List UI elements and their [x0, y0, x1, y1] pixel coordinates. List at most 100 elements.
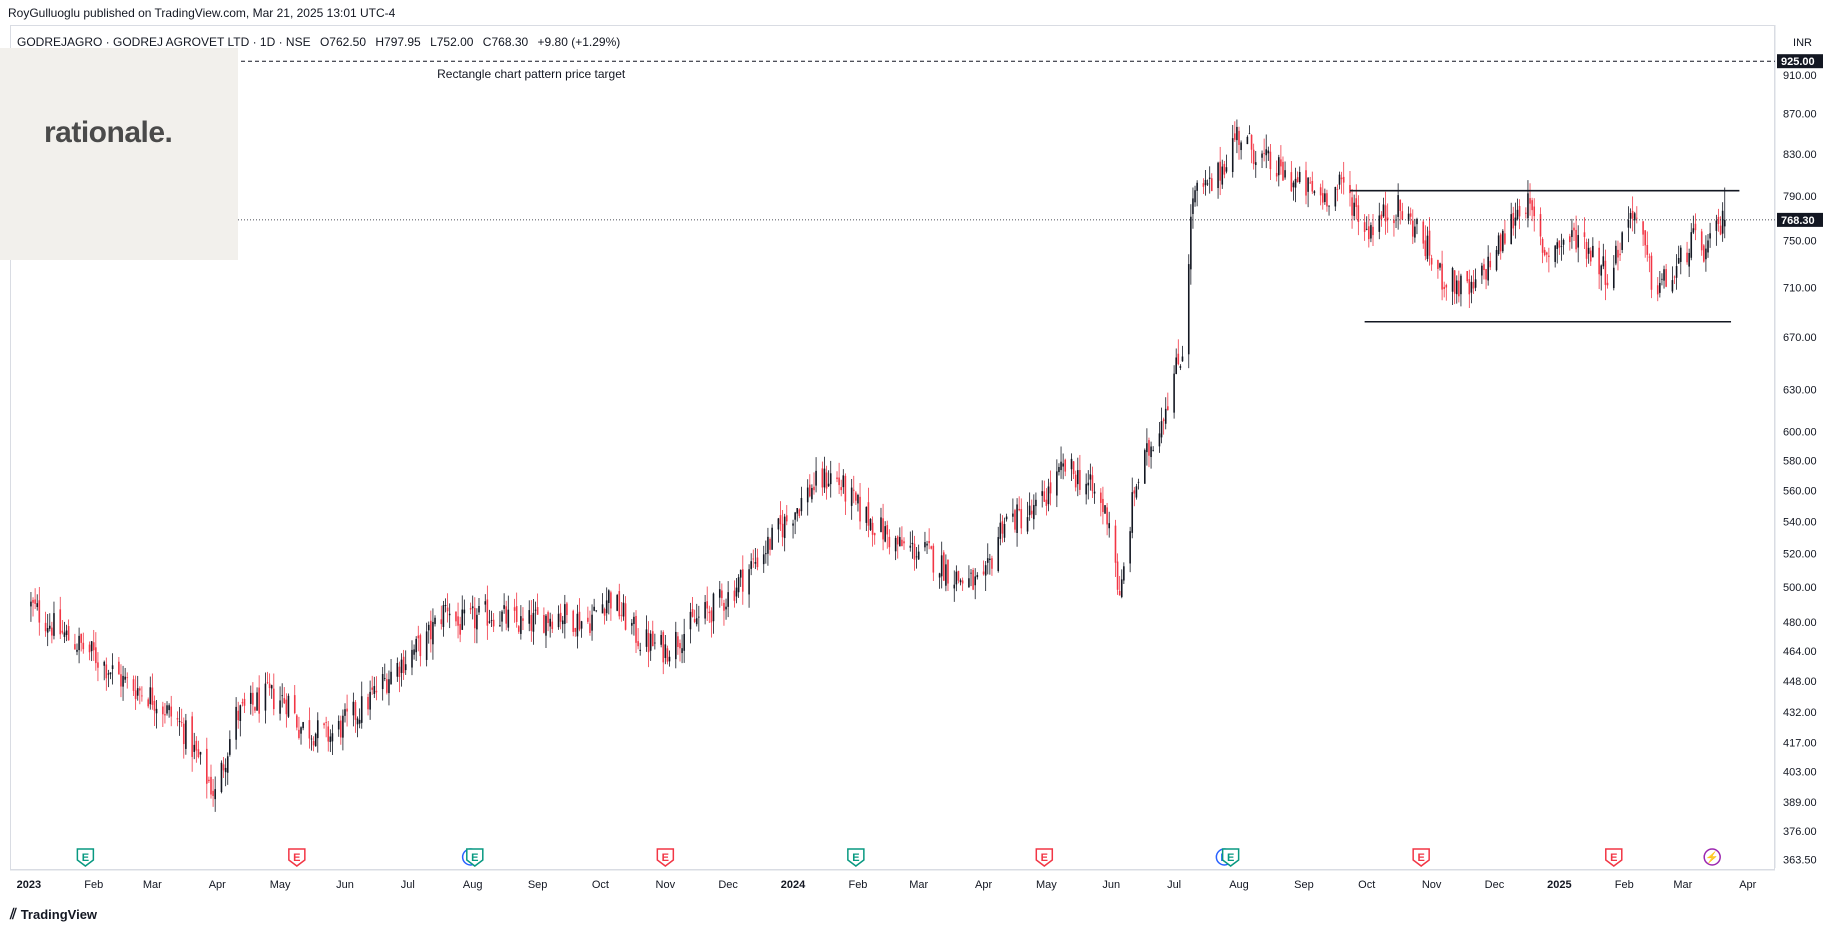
candle-body — [316, 720, 319, 739]
price-tick-label: 600.00 — [1783, 426, 1817, 438]
current-price-tag — [1777, 212, 1823, 227]
candle-body — [1675, 266, 1678, 278]
candle-body — [32, 599, 34, 603]
price-tick-label: 403.00 — [1783, 767, 1817, 779]
candle-body — [1043, 491, 1046, 502]
candle-body — [197, 749, 200, 758]
candle-body — [633, 616, 635, 625]
candle-body — [727, 592, 729, 607]
candle-body — [1307, 177, 1309, 192]
time-tick-label: May — [1036, 879, 1057, 891]
symbol-legend[interactable]: GODREJAGRO · GODREJ AGROVET LTD · 1D · N… — [17, 35, 626, 49]
price-tick-label: 480.00 — [1783, 617, 1817, 629]
candle-body — [1294, 178, 1297, 188]
tradingview-footer[interactable]: ⫽ TradingView — [10, 906, 97, 923]
candle-body — [1548, 255, 1550, 257]
price-tick-label: 389.00 — [1783, 797, 1817, 809]
candle-body — [1422, 221, 1425, 244]
candle-body — [1428, 230, 1431, 256]
candle-body — [74, 644, 76, 650]
candle-body — [166, 705, 168, 714]
time-tick-label: Aug — [463, 879, 483, 891]
candle-body — [1606, 282, 1609, 286]
candle-body — [1085, 483, 1087, 495]
candle-body — [419, 635, 422, 657]
candle-body — [1514, 217, 1517, 226]
candle-body — [959, 580, 962, 583]
candle-body — [1416, 218, 1418, 225]
candle-body — [1600, 265, 1603, 276]
candle-body — [457, 616, 459, 626]
candle-body — [124, 676, 126, 680]
candle-body — [373, 686, 376, 694]
candle-body — [273, 688, 275, 710]
candle-body — [1167, 406, 1169, 411]
candle-body — [1123, 566, 1125, 581]
candle-body — [997, 537, 1000, 571]
candle-body — [1529, 198, 1531, 204]
candle-body — [1650, 255, 1653, 290]
candle-body — [279, 700, 281, 714]
candle-body — [1152, 449, 1154, 451]
candle-body — [1231, 138, 1234, 173]
candle-body — [1368, 226, 1370, 240]
candle-body — [645, 629, 648, 647]
price-tick-label: 630.00 — [1783, 385, 1817, 397]
candle-body — [618, 591, 621, 617]
candle-body — [331, 733, 334, 742]
candle-body — [1481, 265, 1483, 276]
candle-body — [1372, 226, 1374, 236]
candle-body — [53, 613, 55, 636]
candle-body — [1248, 133, 1251, 135]
candle-body — [1583, 232, 1586, 237]
candle-body — [59, 609, 62, 635]
candle-body — [580, 621, 583, 629]
candle-body — [1353, 202, 1355, 217]
candle-body — [1252, 149, 1255, 164]
candle-body — [610, 592, 612, 609]
candle-body — [329, 736, 332, 743]
candle-body — [1238, 130, 1240, 145]
candle-body — [120, 674, 122, 687]
candle-body — [1512, 212, 1515, 229]
candle-body — [488, 621, 491, 623]
ohlc-close: C768.30 — [482, 35, 529, 49]
candle-body — [765, 553, 767, 555]
candle-body — [739, 569, 742, 578]
candle-body — [1070, 458, 1073, 470]
candle-body — [134, 690, 137, 700]
candle-body — [474, 607, 476, 629]
candle-body — [1179, 366, 1182, 368]
target-price-tag — [1777, 54, 1823, 69]
candle-body — [1688, 252, 1690, 267]
candle-body — [635, 615, 637, 643]
candle-body — [1665, 269, 1667, 287]
candle-body — [1074, 474, 1077, 488]
candle-body — [683, 634, 685, 651]
candle-body — [1453, 270, 1456, 294]
candle-body — [1035, 499, 1037, 507]
candle-body — [1458, 280, 1460, 297]
candle-body — [1677, 257, 1680, 264]
candle-body — [733, 590, 736, 601]
candle-body — [1671, 280, 1674, 292]
candle-body — [865, 506, 868, 523]
candle-body — [1554, 245, 1556, 262]
candle-body — [162, 706, 164, 715]
candle-body — [1079, 470, 1081, 490]
event-marker-label: ⚡ — [1705, 851, 1719, 864]
time-tick-label: Jul — [401, 879, 415, 891]
candle-body — [371, 687, 374, 690]
candle-body — [857, 494, 859, 504]
candle-body — [82, 642, 85, 650]
candle-body — [564, 604, 566, 624]
candle-body — [344, 709, 346, 716]
candle-body — [587, 617, 589, 622]
time-tick-label: 2023 — [17, 879, 41, 891]
time-tick-label: Oct — [1358, 879, 1375, 891]
candle-body — [1621, 232, 1623, 250]
candle-body — [945, 564, 947, 586]
candle-body — [1033, 505, 1035, 520]
candle-body — [796, 508, 799, 514]
